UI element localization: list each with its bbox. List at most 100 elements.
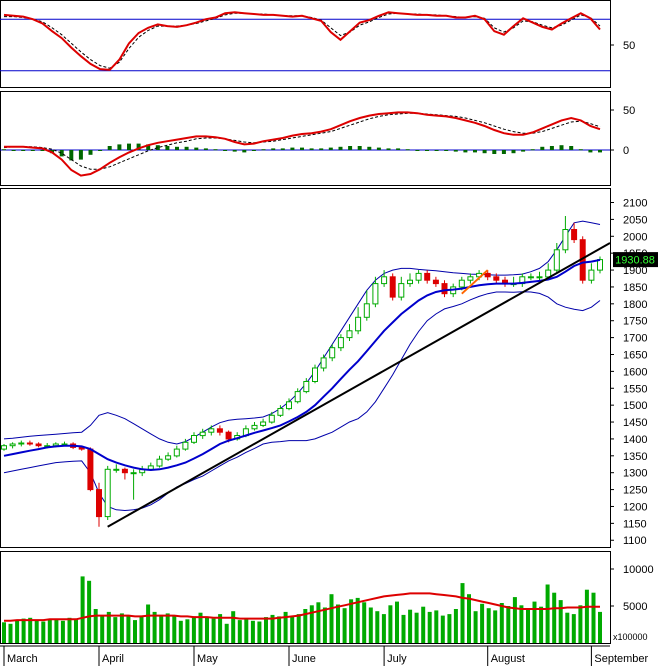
candle-body (303, 381, 310, 393)
macd-histogram-bar (40, 150, 45, 151)
candle-body (389, 276, 396, 298)
macd-histogram-bar (549, 146, 554, 150)
candle-body (372, 283, 379, 305)
volume-bar (198, 612, 203, 643)
macd-histogram-bar (386, 148, 391, 150)
price-tick-label: 1850 (623, 282, 647, 294)
bollinger-upper-band (3, 220, 601, 445)
volume-bar (473, 611, 478, 643)
volume-bar (336, 604, 340, 643)
macd-histogram-bar (213, 149, 218, 151)
x-axis: MarchAprilMayJuneJulyAugustSeptemberOcto… (0, 645, 649, 666)
volume-bar (512, 597, 517, 643)
candle-body (484, 272, 491, 278)
month-label: April (102, 653, 124, 665)
volume-bar (355, 597, 360, 643)
macd-histogram-bar (415, 150, 420, 151)
volume-bar (80, 576, 85, 643)
volume-unit-label: x100000 (613, 632, 648, 642)
volume-bar (231, 611, 236, 643)
price-tick-label: 1250 (623, 485, 647, 497)
candle-body (329, 347, 336, 359)
macd-signal-line (3, 112, 601, 170)
candle-body (208, 428, 215, 433)
volume-bar (126, 614, 131, 643)
volume-bar (453, 609, 458, 643)
volume-bar (578, 605, 583, 643)
price-tick-label: 1650 (623, 349, 647, 361)
volume-bar (28, 617, 33, 643)
macd-line (4, 111, 601, 177)
candle-body (588, 269, 595, 281)
candle-body (260, 421, 267, 426)
macd-histogram-bar (578, 149, 583, 151)
macd-histogram-bar (396, 148, 401, 150)
volume-bar (526, 608, 530, 643)
volume-bar (519, 605, 524, 643)
volume-bar (375, 611, 380, 643)
candle-body (467, 276, 474, 281)
volume-bar (591, 592, 596, 643)
candle-body (553, 249, 560, 271)
volume-bar (237, 620, 242, 643)
volume-bar (106, 611, 111, 643)
volume-bar (539, 606, 544, 643)
macd-histogram-bar (155, 145, 160, 150)
volume-bar (119, 613, 124, 643)
volume-bar (421, 606, 426, 643)
month-label: May (197, 653, 218, 665)
support-trendline (107, 242, 611, 528)
macd-histogram-bar (453, 150, 458, 152)
macd-histogram-bar (338, 146, 343, 150)
volume-bar (165, 613, 170, 643)
price-tick-label: 1400 (623, 434, 647, 446)
volume-bar (506, 606, 511, 643)
macd-histogram-bar (194, 147, 199, 150)
volume-panel: 10000 5000 x100000 (0, 551, 654, 644)
candle-body (337, 337, 344, 349)
price-tick-label: 1100 (623, 535, 647, 547)
month-label: September (594, 653, 648, 665)
candle-body (346, 330, 353, 339)
macd-histogram-bar (69, 150, 74, 161)
macd-histogram-bar (203, 148, 208, 150)
price-tick-label: 2050 (623, 214, 647, 226)
bollinger-lower-band (3, 291, 601, 512)
macd-histogram-bar (261, 149, 266, 151)
volume-bar (322, 607, 327, 643)
volume-bar (277, 616, 282, 643)
macd-histogram-bar (98, 150, 103, 151)
volume-bar (598, 611, 602, 643)
macd-histogram-bar (175, 146, 179, 150)
macd-histogram-bar (30, 150, 35, 151)
volume-bar (571, 614, 576, 643)
rsi-tick-label: 50 (623, 40, 635, 52)
volume-bar (480, 603, 485, 643)
volume-bar (87, 580, 92, 643)
volume-bar (133, 620, 137, 643)
candle-body (493, 276, 500, 281)
month-label: June (292, 653, 316, 665)
candle-body (268, 414, 275, 423)
last-price-marker: 1930.88 (613, 252, 658, 268)
macd-histogram-bar (425, 150, 429, 151)
macd-histogram-bar (11, 150, 16, 151)
volume-bar (329, 594, 334, 643)
volume-bar (41, 621, 46, 643)
candle-body (35, 443, 42, 447)
macd-histogram-bar (559, 145, 564, 150)
candle-body (225, 431, 232, 440)
price-tick-label: 1750 (623, 316, 647, 328)
volume-bar (283, 611, 288, 643)
volume-bar (296, 614, 301, 643)
macd-histogram-bar (473, 150, 477, 153)
candle-body (147, 465, 154, 470)
macd-histogram-bar (540, 146, 545, 150)
volume-bar (15, 620, 20, 643)
candle-body (18, 442, 25, 445)
month-label: July (387, 653, 407, 665)
macd-panel-frame (0, 91, 611, 186)
candle-body (199, 431, 206, 437)
macd-histogram-bar (319, 148, 324, 150)
volume-bar (303, 609, 308, 643)
